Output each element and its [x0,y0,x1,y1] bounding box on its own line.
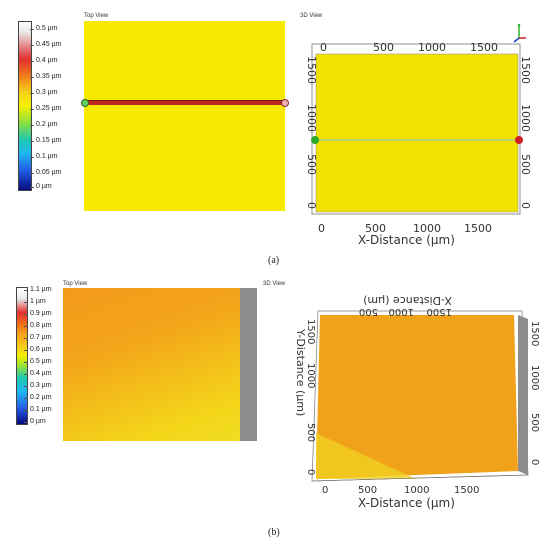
panel-label-a: (a) [268,255,280,266]
color-scale-bar-a [18,21,32,191]
scale-tick: 0.5 µm [30,25,58,32]
scale-tick: 0.35 µm [29,73,62,80]
y-left-tick: 500 [305,423,316,442]
axis-triad-icon[interactable] [512,22,528,44]
profile-line-start-handle[interactable] [81,99,89,107]
y-left-tick: 0 [305,202,318,209]
scale-tick: 0.7 µm [24,334,52,341]
y-right-tick: 500 [519,154,532,175]
scale-tick: 0.5 µm [24,358,52,365]
y-right-tick: 1500 [529,321,540,346]
x-axis-label-a: X-Distance (µm) [358,233,455,247]
x-bottom-tick: 500 [358,485,377,496]
scale-tick: 0.2 µm [24,394,52,401]
x-bottom-tick: 1500 [464,222,492,235]
y-left-tick: 500 [305,154,318,175]
x-axis-label-b: X-Distance (µm) [358,496,455,510]
scale-tick: 0 µm [24,418,46,425]
x-bottom-tick: 1000 [404,485,429,496]
y-left-axis-label: Y-Distance (µm) [296,328,307,416]
top-view-edge-b [240,288,257,441]
scale-tick: 0.1 µm [30,153,58,160]
scale-tick: 0.1 µm [24,406,52,413]
scale-tick: 0.45 µm [29,41,62,48]
y-right-tick: 1000 [529,365,540,390]
x-top-tick: 1000 [418,41,446,54]
x-top-tick: 1500 [470,41,498,54]
scale-tick: 0.8 µm [24,322,52,329]
x-top-tick: 1500 [427,306,452,317]
y-left-tick: 1500 [305,319,316,344]
view3d-title-a: 3D View [300,13,323,19]
y-right-tick: 0 [529,459,540,465]
scale-tick: 0.15 µm [29,137,62,144]
x-bottom-tick: 0 [322,485,328,496]
x-bottom-tick: 1500 [454,485,479,496]
profile-end-marker-3d [515,136,523,144]
scale-tick: 0.2 µm [30,121,58,128]
scale-tick: 1.1 µm [24,286,52,293]
scale-tick: 0 µm [30,183,52,190]
y-right-tick: 500 [529,413,540,432]
panel-label-b: (b) [268,527,280,538]
surface-3d-plot-b: 1500 1000 500 X-Distance (µm) 0 500 1000… [296,294,540,510]
scale-tick: 0.05 µm [29,169,62,176]
x-bottom-tick: 500 [365,222,386,235]
x-top-tick: 500 [373,41,394,54]
y-left-tick: 1000 [305,104,318,132]
y-right-tick: 1000 [519,104,532,132]
top-view-image-b [63,288,257,441]
scale-tick: 1 µm [24,298,46,305]
scale-tick: 0.3 µm [24,382,52,389]
x-top-axis-label: X-Distance (µm) [363,294,452,307]
top-view-image-a [84,21,285,211]
y-left-tick: 1500 [305,56,318,84]
profile-line-end-handle[interactable] [281,99,289,107]
scale-tick: 0.25 µm [29,105,62,112]
x-top-tick: 500 [359,306,378,317]
y-left-tick: 1000 [305,363,316,388]
surface-3d-plot-a: 0 500 1000 1500 0 500 1000 1500 1500 100… [305,41,532,247]
scale-tick: 0.4 µm [24,370,52,377]
color-scale-bar-b [16,287,28,425]
x-top-tick: 0 [320,41,327,54]
scale-tick: 0.4 µm [30,57,58,64]
view3d-title-b: 3D View [263,281,286,287]
y-right-tick: 1500 [519,56,532,84]
profile-start-marker-3d [311,136,319,144]
y-left-tick: 0 [305,469,316,475]
top-view-title-a: Top View [84,13,109,19]
x-bottom-tick: 0 [318,222,325,235]
top-view-title-b: Top View [63,281,88,287]
y-right-tick: 0 [519,202,532,209]
x-top-tick: 1000 [389,306,414,317]
scale-tick: 0.9 µm [24,310,52,317]
scale-tick: 0.3 µm [30,89,58,96]
profile-line[interactable] [86,100,283,105]
x-bottom-tick: 1000 [413,222,441,235]
scale-tick: 0.6 µm [24,346,52,353]
